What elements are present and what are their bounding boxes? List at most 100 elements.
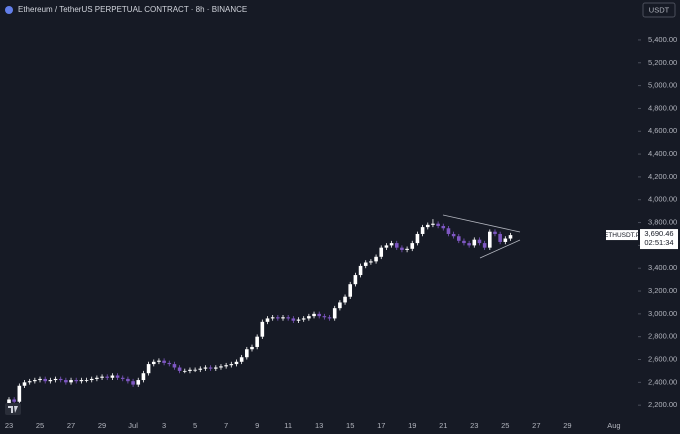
candle-body bbox=[53, 378, 58, 381]
candle-body bbox=[43, 378, 47, 382]
y-tick-label: 4,600.00 bbox=[648, 126, 677, 135]
candle-body bbox=[17, 385, 22, 402]
candle-body bbox=[131, 381, 135, 385]
x-tick-label: 25 bbox=[36, 421, 44, 430]
y-tick-label: 4,400.00 bbox=[648, 149, 677, 158]
candle-body bbox=[27, 381, 32, 383]
candle-body bbox=[400, 247, 404, 250]
candle-body bbox=[141, 373, 146, 381]
candle-body bbox=[146, 364, 151, 374]
candle-body bbox=[456, 236, 461, 241]
x-tick-label: 23 bbox=[5, 421, 13, 430]
candle-body bbox=[389, 243, 394, 246]
candle-body bbox=[317, 313, 321, 317]
candle-body bbox=[369, 261, 373, 263]
candle-body bbox=[126, 378, 130, 382]
candle-body bbox=[89, 378, 94, 381]
y-tick-label: 5,200.00 bbox=[648, 58, 677, 67]
candle-body bbox=[177, 367, 182, 371]
candle-body bbox=[250, 346, 254, 350]
candle-body bbox=[224, 365, 228, 367]
candle-body bbox=[203, 367, 208, 369]
candle-body bbox=[467, 243, 471, 246]
y-tick-label: 3,200.00 bbox=[648, 286, 677, 295]
candle-body bbox=[22, 382, 27, 386]
currency-label[interactable]: USDT bbox=[649, 5, 670, 14]
candle-body bbox=[105, 376, 110, 378]
candle-body bbox=[348, 284, 353, 297]
y-tick-label: 2,400.00 bbox=[648, 377, 677, 386]
candle-body bbox=[167, 362, 172, 365]
candle-body bbox=[214, 367, 218, 369]
candle-body bbox=[110, 375, 115, 378]
candle-body bbox=[384, 245, 389, 248]
candle-body bbox=[410, 243, 415, 249]
triangle-upper bbox=[442, 214, 521, 233]
countdown-label: 02:51:34 bbox=[644, 238, 673, 247]
candle-body bbox=[136, 380, 141, 385]
candle-body bbox=[420, 227, 425, 234]
candle-body bbox=[276, 317, 280, 319]
coin-icon bbox=[5, 6, 13, 14]
x-tick-label: 21 bbox=[439, 421, 447, 430]
last-price-label: 3,690.46 bbox=[644, 229, 673, 238]
y-tick-label: 2,800.00 bbox=[648, 332, 677, 341]
x-tick-label: Aug bbox=[607, 421, 620, 430]
x-tick-label: Jul bbox=[128, 421, 138, 430]
candle-body bbox=[245, 349, 249, 358]
candle-body bbox=[322, 316, 327, 318]
candle-body bbox=[343, 296, 347, 303]
candle-body bbox=[260, 321, 265, 337]
candle-body bbox=[498, 233, 502, 242]
tv-logo bbox=[5, 403, 21, 415]
candle-body bbox=[332, 308, 337, 319]
y-tick-label: 3,400.00 bbox=[648, 263, 677, 272]
candle-body bbox=[394, 243, 399, 248]
x-tick-label: 23 bbox=[470, 421, 478, 430]
symbol-tag bbox=[606, 230, 638, 241]
candle-body bbox=[482, 243, 487, 248]
candle-body bbox=[151, 361, 156, 365]
candle-body bbox=[508, 235, 513, 239]
candle-body bbox=[446, 228, 451, 234]
candle-body bbox=[182, 370, 187, 372]
candle-body bbox=[265, 318, 270, 322]
candle-body bbox=[229, 364, 234, 366]
y-tick-label: 3,800.00 bbox=[648, 218, 677, 227]
candle-body bbox=[198, 368, 203, 370]
candle-body bbox=[69, 380, 73, 383]
y-tick-label: 2,200.00 bbox=[648, 400, 677, 409]
candle-body bbox=[358, 265, 363, 276]
candle-body bbox=[472, 239, 477, 246]
candle-body bbox=[7, 399, 11, 405]
candle-body bbox=[436, 223, 440, 226]
candle-body bbox=[307, 316, 311, 319]
currency-button[interactable] bbox=[642, 2, 676, 18]
x-tick-label: 19 bbox=[408, 421, 416, 430]
candle-body bbox=[33, 380, 37, 382]
triangle-lower bbox=[479, 239, 521, 259]
x-tick-label: 9 bbox=[255, 421, 259, 430]
candle-body bbox=[157, 360, 161, 362]
candle-body bbox=[327, 317, 332, 319]
x-tick-label: 27 bbox=[67, 421, 75, 430]
candle-body bbox=[74, 380, 79, 382]
candle-body bbox=[363, 262, 368, 266]
candle-body bbox=[48, 380, 53, 382]
x-tick-label: 17 bbox=[377, 421, 385, 430]
candle-body bbox=[188, 369, 192, 371]
x-tick-label: 13 bbox=[315, 421, 323, 430]
candle-body bbox=[12, 399, 16, 402]
candle-body bbox=[219, 366, 223, 368]
x-tick-label: 29 bbox=[563, 421, 571, 430]
candle-body bbox=[379, 247, 384, 257]
x-tick-label: 27 bbox=[532, 421, 540, 430]
candle-body bbox=[493, 231, 497, 234]
y-tick-label: 5,400.00 bbox=[648, 35, 677, 44]
candle-body bbox=[255, 336, 259, 347]
candle-body bbox=[353, 275, 358, 285]
y-tick-label: 4,000.00 bbox=[648, 195, 677, 204]
candle-body bbox=[162, 360, 166, 363]
x-tick-label: 3 bbox=[162, 421, 166, 430]
